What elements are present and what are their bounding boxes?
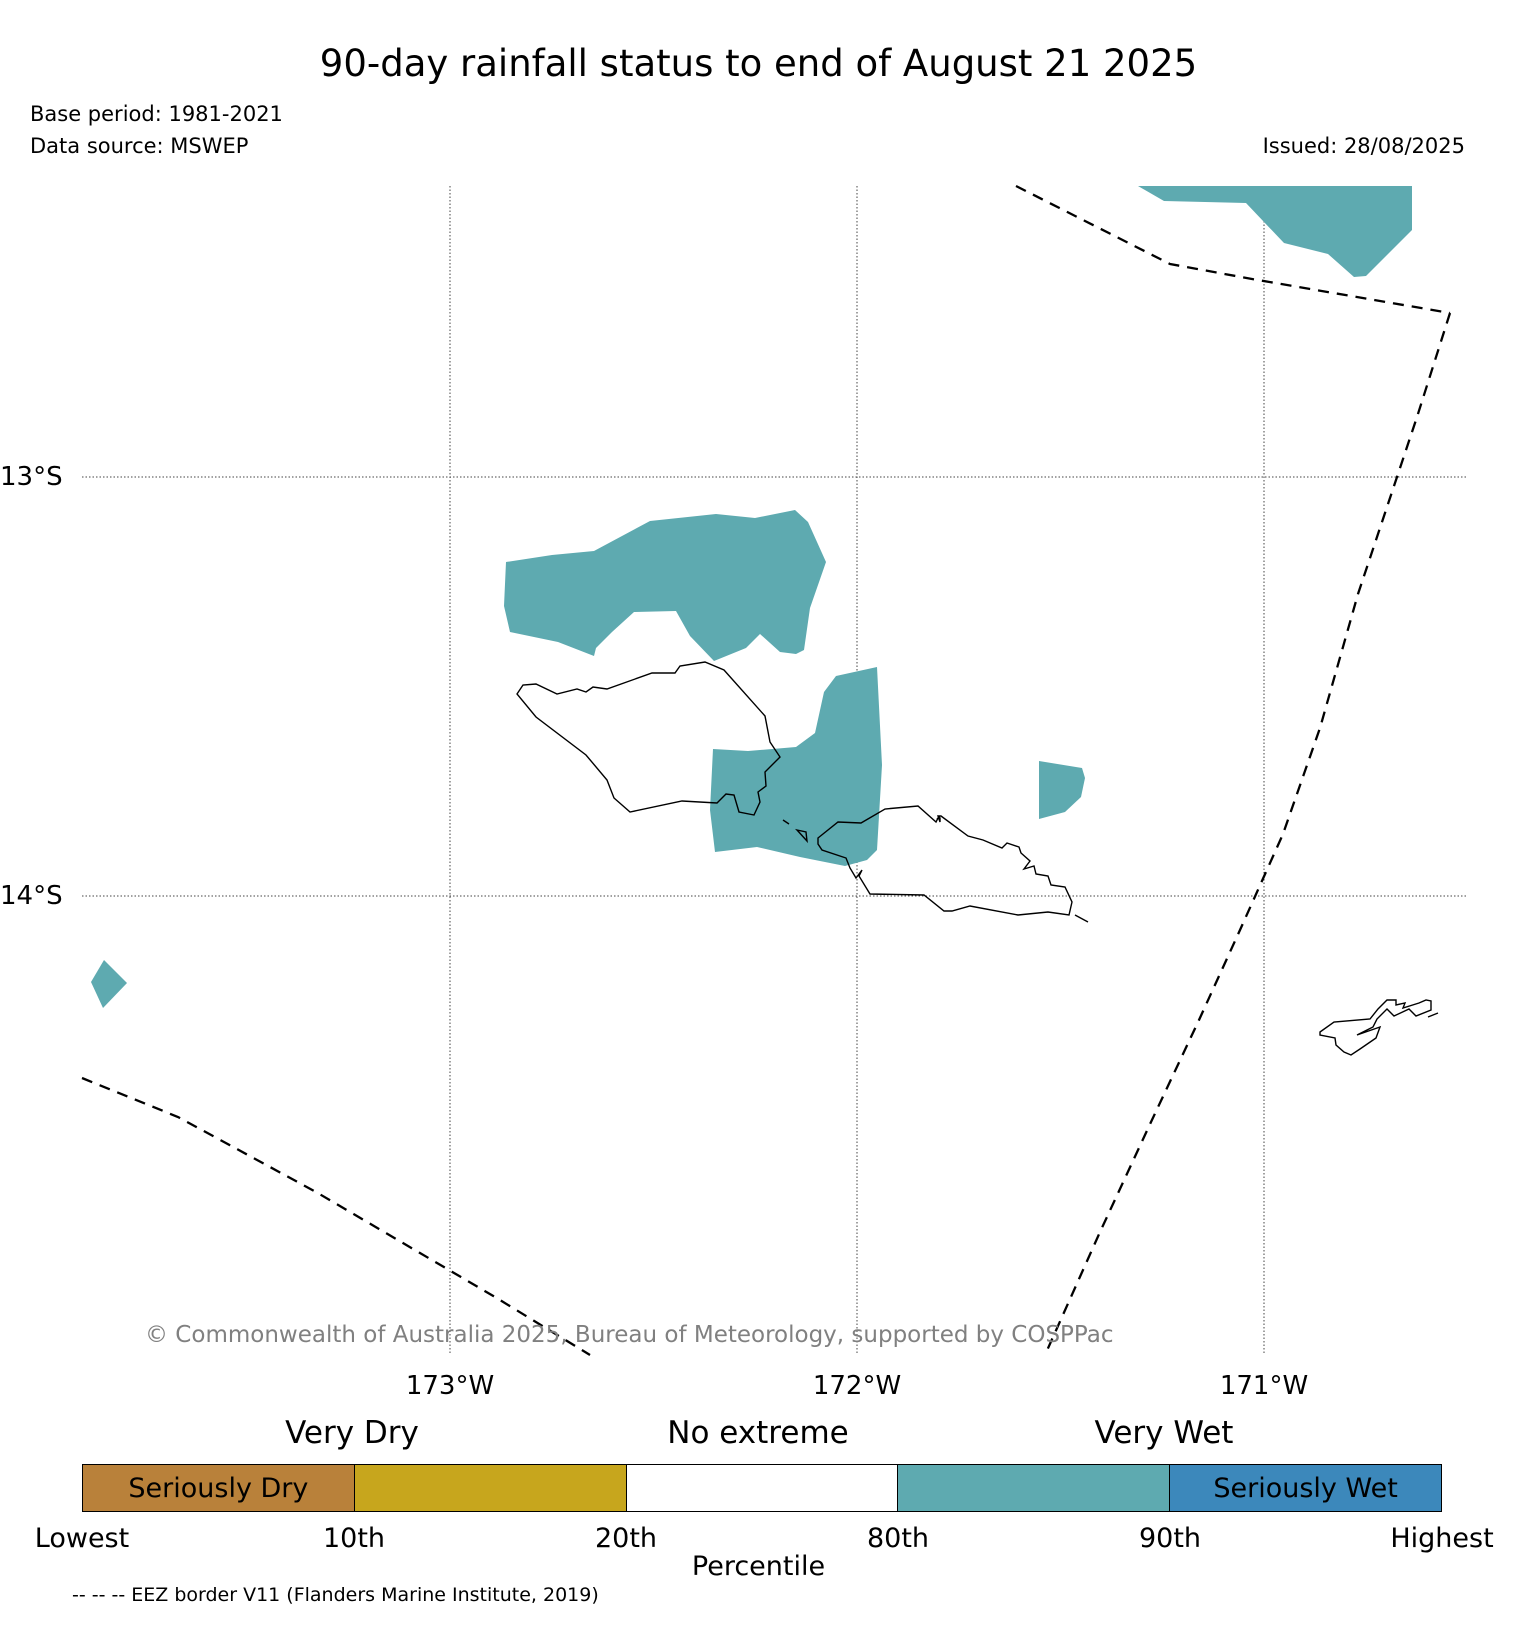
copyright-text: © Commonwealth of Australia 2025, Bureau…	[145, 1322, 1114, 1348]
wet-regions	[91, 186, 1412, 1008]
eez-border-southwest	[81, 1076, 591, 1356]
savaii-coastline	[817, 805, 1073, 916]
eez-border-north	[1015, 184, 1451, 315]
base-period-text: Base period: 1981-2021	[30, 102, 283, 126]
colorbar-very-dry	[354, 1465, 627, 1511]
percentile-axis-label: Percentile	[691, 1551, 826, 1582]
wet-region-central	[710, 667, 882, 866]
tick-10th: 10th	[322, 1523, 386, 1554]
legend-group-very-dry: Very Dry	[285, 1415, 419, 1451]
wet-region-northeast	[1138, 186, 1412, 277]
map-title: 90-day rainfall status to end of August …	[319, 42, 1198, 85]
apolima-mark	[782, 819, 790, 825]
tick-20th: 20th	[594, 1523, 658, 1554]
issued-date-text: Issued: 28/08/2025	[1262, 134, 1465, 158]
tutuila-coastline	[1319, 999, 1432, 1056]
savaii-east-tip	[1074, 914, 1089, 923]
lon-label-173w: 173°W	[406, 1371, 494, 1401]
wet-region-east-islet	[1039, 761, 1085, 819]
colorbar-no-extreme	[626, 1465, 899, 1511]
colorbar-seriously-dry: Seriously Dry	[83, 1465, 355, 1511]
lon-label-171w: 171°W	[1220, 1371, 1308, 1401]
percentile-colorbar: Seriously Dry Seriously Wet	[82, 1464, 1442, 1512]
manono-islet	[794, 828, 808, 844]
tick-80th: 80th	[866, 1523, 930, 1554]
colorbar-seriously-wet: Seriously Wet	[1170, 1465, 1441, 1511]
tick-lowest: Lowest	[34, 1523, 130, 1554]
legend-group-no-extreme: No extreme	[667, 1415, 848, 1451]
colorbar-very-wet	[898, 1465, 1171, 1511]
eez-border-east	[1043, 312, 1452, 1356]
eez-borders	[81, 184, 1452, 1356]
tick-highest: Highest	[1390, 1523, 1494, 1554]
data-source-text: Data source: MSWEP	[30, 134, 249, 158]
tutuila-east-tip	[1427, 1012, 1439, 1018]
legend-group-very-wet: Very Wet	[1095, 1415, 1234, 1451]
lat-label-14s: 14°S	[0, 881, 63, 911]
upolu-coastline	[516, 661, 781, 816]
lon-label-172w: 172°W	[813, 1371, 901, 1401]
coastlines	[516, 661, 1439, 1056]
wet-region-west-diamond	[91, 960, 127, 1008]
wet-region-upolu-north	[504, 510, 826, 661]
tick-90th: 90th	[1138, 1523, 1202, 1554]
eez-border-note: -- -- -- EEZ border V11 (Flanders Marine…	[72, 1584, 599, 1606]
lat-label-13s: 13°S	[0, 462, 63, 492]
